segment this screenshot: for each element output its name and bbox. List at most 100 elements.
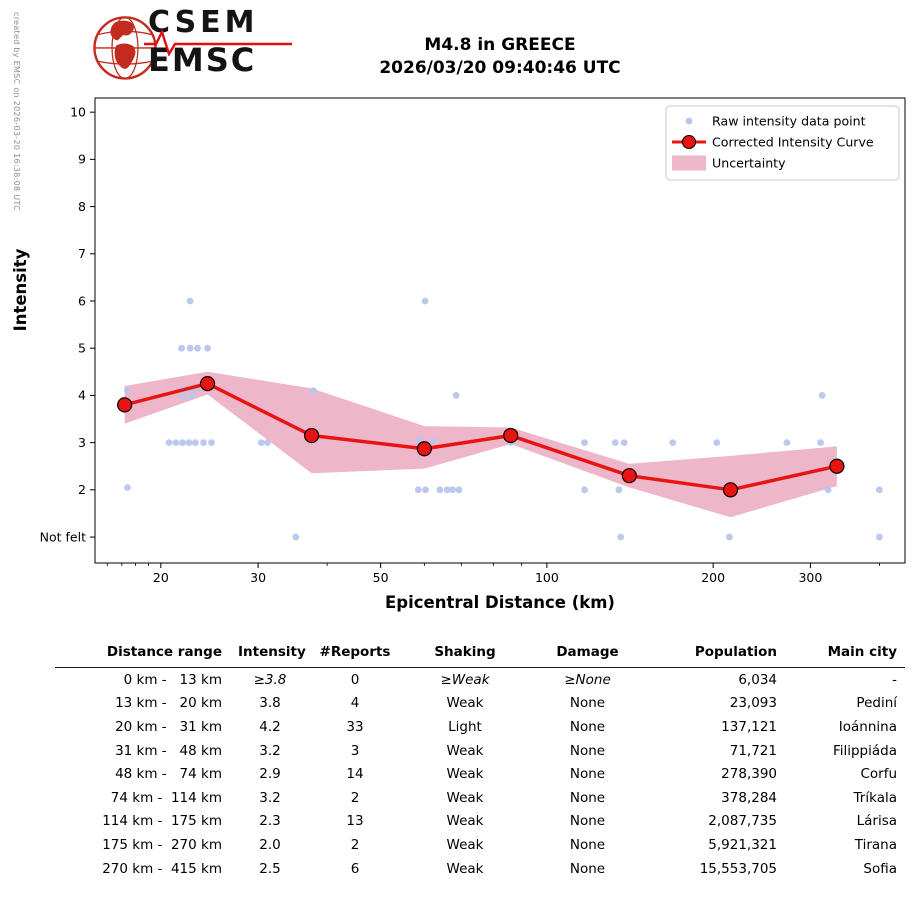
- table-cell: Weak: [446, 789, 484, 806]
- table-cell: ≥Weak: [440, 671, 490, 688]
- x-tick-label: 200: [701, 570, 725, 585]
- raw-data-point: [292, 533, 300, 541]
- y-tick-label: 10: [70, 104, 86, 119]
- curve-markers: [117, 376, 845, 498]
- table-cell: 175 km - 270 km: [102, 836, 222, 853]
- table-cell: 3.2: [259, 742, 281, 759]
- raw-data-point: [452, 392, 460, 399]
- x-tick-label: 20: [153, 570, 169, 585]
- raw-data-point: [422, 486, 429, 494]
- raw-data-point: [725, 533, 733, 541]
- table-cell: 23,093: [729, 695, 777, 712]
- report-table-head: Distance range Intensity #Reports Shaking Da…: [55, 641, 905, 668]
- curve-point: [199, 376, 216, 392]
- legend: Raw intensity data point Corrected Intens…: [665, 105, 900, 181]
- table-cell: None: [569, 695, 606, 712]
- table-cell: 13 km - 20 km: [115, 695, 222, 712]
- raw-data-point: [581, 439, 588, 447]
- table-cell: 114 km - 175 km: [102, 813, 222, 830]
- x-tick-label: 50: [373, 570, 389, 585]
- raw-data-point: [179, 439, 186, 447]
- raw-data-point: [783, 439, 791, 447]
- raw-data-point: [178, 344, 185, 352]
- table-cell: ≥3.8: [253, 671, 287, 688]
- raw-data-point: [449, 486, 457, 494]
- table-cell: None: [569, 766, 606, 783]
- y-tick-label: 8: [78, 199, 86, 214]
- table-cell: Corfu: [860, 766, 897, 783]
- table-cell: 4.2: [259, 718, 281, 735]
- raw-data-point: [876, 486, 883, 494]
- table-cell: 2: [350, 836, 360, 853]
- legend-raw-dot-icon: [685, 117, 693, 125]
- table-header-row: Distance range Intensity #Reports Shaking Da…: [55, 641, 905, 668]
- report-table: Distance range Intensity #Reports Shaking Da…: [55, 641, 905, 880]
- x-tick-label: 100: [535, 570, 559, 585]
- curve-point: [304, 427, 320, 444]
- raw-data-point: [876, 533, 883, 541]
- raw-data-point: [818, 392, 826, 399]
- raw-data-point: [310, 387, 317, 395]
- y-tick-label: 9: [78, 152, 86, 167]
- table-cell: 2.5: [259, 860, 281, 877]
- table-cell: 2.0: [259, 836, 281, 853]
- table-cell: 3: [350, 742, 360, 759]
- column-header: Damage: [530, 641, 645, 668]
- raw-data-point: [124, 387, 131, 395]
- legend-label: Corrected Intensity Curve: [712, 135, 874, 150]
- table-cell: 31 km - 48 km: [115, 742, 222, 759]
- legend-band-swatch-icon: [672, 155, 706, 171]
- y-tick-label: 5: [78, 341, 86, 356]
- table-cell: Pediní: [856, 695, 897, 712]
- column-header: Shaking: [400, 641, 530, 668]
- table-cell: Weak: [446, 766, 484, 783]
- x-tick-label: 300: [798, 570, 822, 585]
- raw-data-point: [620, 439, 628, 447]
- raw-data-point: [191, 439, 199, 447]
- raw-data-point: [186, 297, 194, 305]
- table-cell: None: [569, 742, 606, 759]
- table-cell: 13: [346, 813, 364, 830]
- table-cell: Weak: [446, 860, 484, 877]
- raw-data-point: [186, 344, 194, 352]
- raw-data-point: [443, 486, 451, 494]
- raw-data-point: [817, 439, 824, 447]
- table-cell: 5,921,321: [708, 836, 777, 853]
- table-cell: 48 km - 74 km: [115, 766, 222, 783]
- table-cell: 4: [350, 695, 360, 712]
- y-tick-label: 2: [78, 482, 86, 497]
- table-cell: 6,034: [738, 671, 777, 688]
- raw-intensity-points: [124, 297, 883, 541]
- raw-data-point: [187, 392, 195, 400]
- raw-data-point: [194, 344, 201, 352]
- table-cell: 20 km - 31 km: [115, 718, 222, 735]
- legend-box: [665, 105, 900, 181]
- table-cell: 2: [350, 789, 360, 806]
- table-cell: None: [569, 860, 606, 877]
- raw-data-point: [172, 439, 180, 447]
- y-tick-label: 7: [78, 246, 86, 261]
- table-cell: 6: [350, 860, 360, 877]
- legend-item: Uncertainty: [672, 155, 786, 171]
- table-cell: Weak: [446, 742, 484, 759]
- event-datetime: 2026/03/20 09:40:46 UTC: [379, 58, 621, 78]
- curve-point: [503, 427, 519, 444]
- table-cell: 15,553,705: [699, 860, 777, 877]
- legend-label: Raw intensity data point: [712, 114, 866, 129]
- raw-data-point: [179, 392, 186, 400]
- table-cell: Tirana: [854, 836, 897, 853]
- event-title: M4.8 in GREECE: [424, 35, 576, 55]
- corrected-intensity-curve: [124, 381, 838, 492]
- y-tick-label: Not felt: [40, 529, 86, 544]
- curve-point: [117, 397, 133, 413]
- table-cell: Sofia: [863, 860, 897, 877]
- table-row: 13 km - 20 km 3.8 4 Weak None 23,093 Pediní: [55, 692, 905, 716]
- table-cell: Weak: [446, 813, 484, 830]
- table-cell: 3.8: [259, 695, 281, 712]
- y-axis: Not felt 2 3 4 5 6 7 8 9 10: [40, 104, 95, 544]
- table-cell: 270 km - 415 km: [102, 860, 222, 877]
- intensity-distance-chart: 20 30 50 100 200 300 Not felt 2 3 4 5 6 7 8 9 10 Epicent…: [11, 97, 906, 612]
- table-cell: 2.9: [259, 766, 281, 783]
- raw-data-point: [455, 486, 463, 494]
